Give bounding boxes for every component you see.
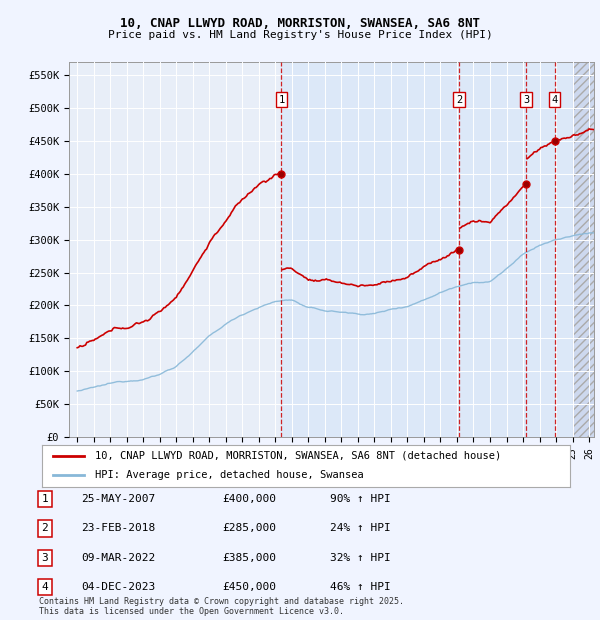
Text: 46% ↑ HPI: 46% ↑ HPI	[330, 582, 391, 592]
Text: 24% ↑ HPI: 24% ↑ HPI	[330, 523, 391, 533]
Text: Price paid vs. HM Land Registry's House Price Index (HPI): Price paid vs. HM Land Registry's House …	[107, 30, 493, 40]
Text: 04-DEC-2023: 04-DEC-2023	[81, 582, 155, 592]
Text: 10, CNAP LLWYD ROAD, MORRISTON, SWANSEA, SA6 8NT (detached house): 10, CNAP LLWYD ROAD, MORRISTON, SWANSEA,…	[95, 451, 501, 461]
Text: 23-FEB-2018: 23-FEB-2018	[81, 523, 155, 533]
Text: £450,000: £450,000	[222, 582, 276, 592]
Text: 1: 1	[278, 95, 284, 105]
Text: Contains HM Land Registry data © Crown copyright and database right 2025.: Contains HM Land Registry data © Crown c…	[39, 597, 404, 606]
Text: £400,000: £400,000	[222, 494, 276, 504]
Bar	[572, 62, 594, 437]
Text: 10, CNAP LLWYD ROAD, MORRISTON, SWANSEA, SA6 8NT: 10, CNAP LLWYD ROAD, MORRISTON, SWANSEA,…	[120, 17, 480, 30]
Text: 1: 1	[41, 494, 49, 504]
Text: 2: 2	[456, 95, 462, 105]
Text: 4: 4	[41, 582, 49, 592]
Text: 2: 2	[41, 523, 49, 533]
Bar	[281, 62, 572, 437]
Text: 90% ↑ HPI: 90% ↑ HPI	[330, 494, 391, 504]
Text: 25-MAY-2007: 25-MAY-2007	[81, 494, 155, 504]
Bar	[572, 62, 594, 437]
Text: 3: 3	[41, 553, 49, 563]
Text: This data is licensed under the Open Government Licence v3.0.: This data is licensed under the Open Gov…	[39, 606, 344, 616]
Text: 32% ↑ HPI: 32% ↑ HPI	[330, 553, 391, 563]
Text: 4: 4	[551, 95, 558, 105]
Text: 3: 3	[523, 95, 529, 105]
Text: HPI: Average price, detached house, Swansea: HPI: Average price, detached house, Swan…	[95, 471, 364, 480]
Text: 09-MAR-2022: 09-MAR-2022	[81, 553, 155, 563]
Text: £385,000: £385,000	[222, 553, 276, 563]
Text: £285,000: £285,000	[222, 523, 276, 533]
